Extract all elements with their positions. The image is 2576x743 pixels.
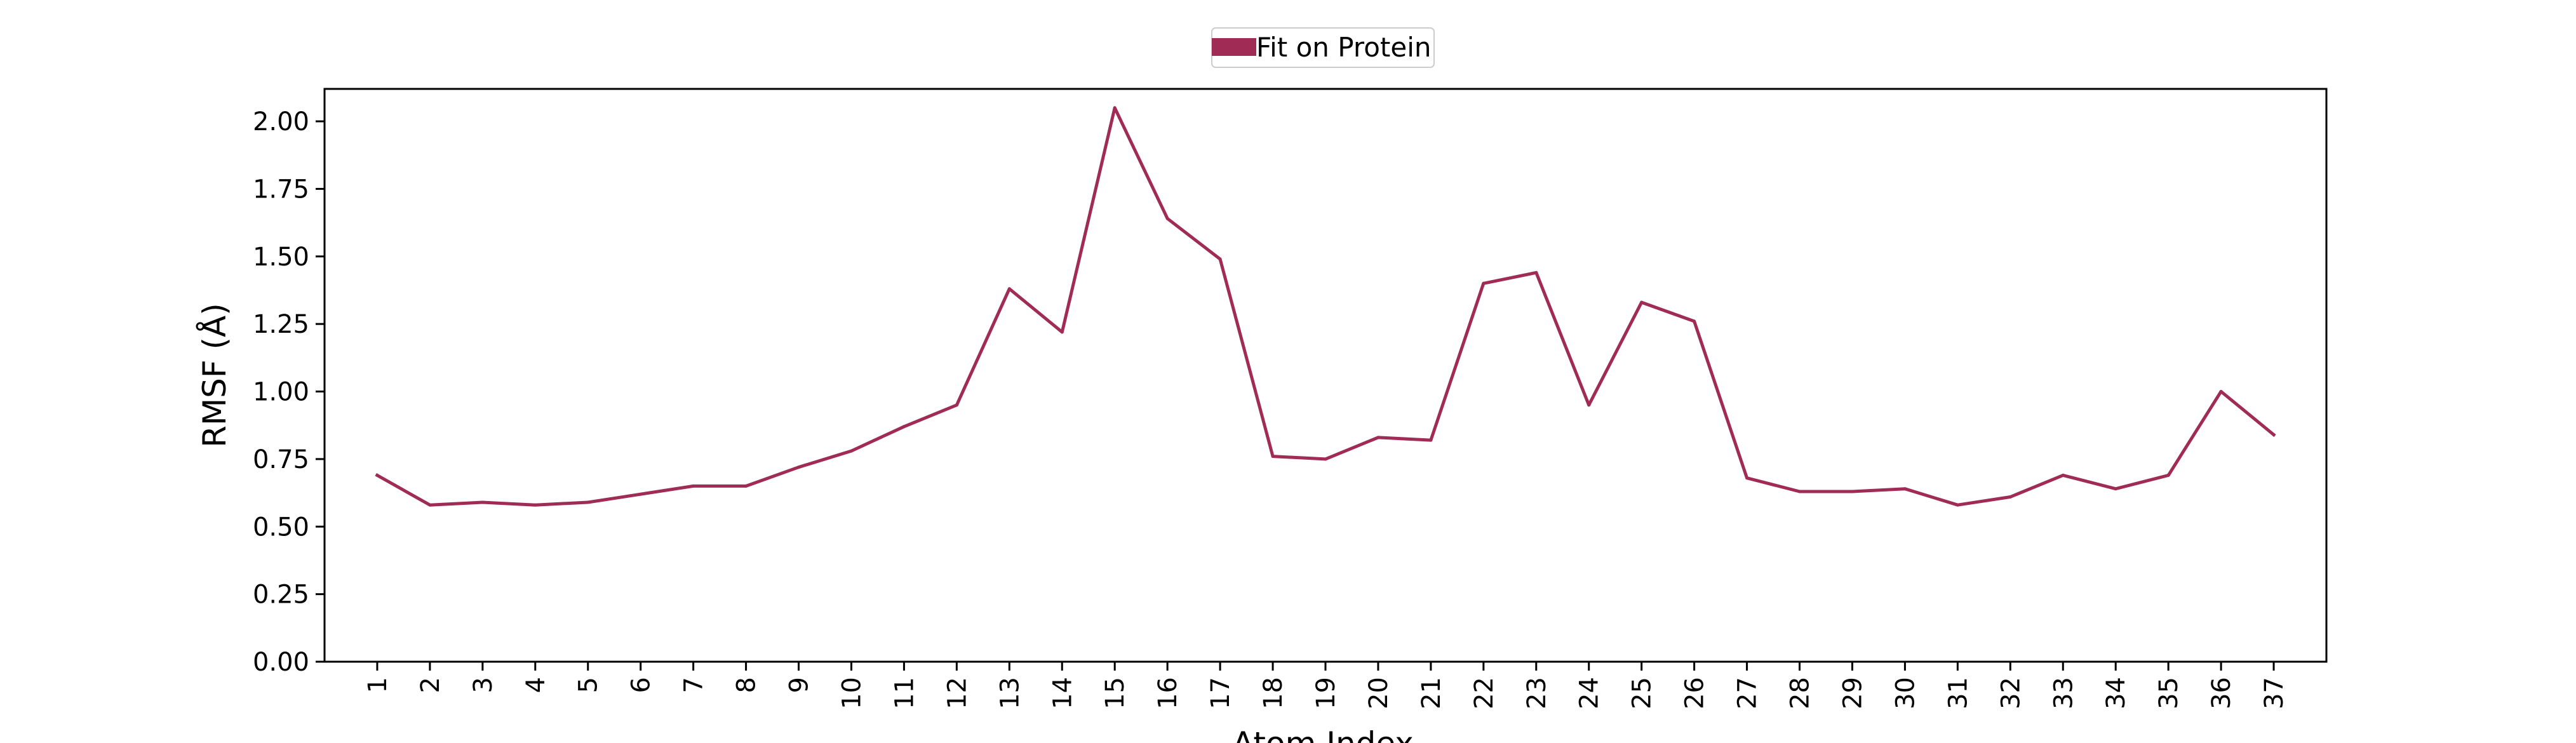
data-point xyxy=(1482,281,1486,285)
x-tick-label: 19 xyxy=(1311,677,1341,709)
y-tick-label: 1.50 xyxy=(253,243,309,272)
legend-label-fit-on-protein: Fit on Protein xyxy=(1256,32,1431,63)
legend: Fit on Protein xyxy=(1211,27,1435,68)
data-point xyxy=(1113,106,1117,110)
y-tick-label: 2.00 xyxy=(253,107,309,137)
data-point xyxy=(1060,330,1064,334)
x-tick-label: 10 xyxy=(838,677,867,709)
axes: 0.000.250.500.751.001.251.501.752.001 2 3 4… xyxy=(253,88,2328,709)
data-point xyxy=(744,484,748,488)
y-axis-label: RMSF (Å) xyxy=(196,303,233,448)
data-point xyxy=(2008,495,2012,499)
x-tick-label: 29 xyxy=(1839,677,1868,709)
y-tick-label: 0.25 xyxy=(253,580,309,610)
data-point xyxy=(639,492,643,496)
data-point xyxy=(428,503,432,507)
data-point xyxy=(586,500,590,504)
x-tick-label: 13 xyxy=(995,677,1024,709)
data-point xyxy=(375,473,379,477)
x-axis-label: Atom Index xyxy=(1232,725,1414,743)
x-tick-label: 25 xyxy=(1628,677,1657,709)
x-tick-label: 28 xyxy=(1786,677,1815,709)
data-point xyxy=(955,403,958,407)
data-point xyxy=(2219,390,2223,393)
data-point xyxy=(2114,487,2117,491)
x-tick-label: 2 xyxy=(416,677,445,693)
data-point xyxy=(481,500,485,504)
data-point xyxy=(1376,436,1380,439)
legend-swatch-fit-on-protein xyxy=(1212,38,1256,56)
x-tick-label: 34 xyxy=(2102,677,2131,709)
x-tick-label: 37 xyxy=(2260,677,2289,709)
x-tick-label: 6 xyxy=(627,677,656,693)
data-point xyxy=(1165,217,1169,220)
data-point xyxy=(1955,503,1959,507)
x-tick-label: 36 xyxy=(2207,677,2236,709)
x-tick-label: 9 xyxy=(785,677,814,693)
data-point xyxy=(1745,476,1749,480)
data-point xyxy=(1534,271,1538,274)
x-tick-label: 8 xyxy=(732,677,761,693)
data-point xyxy=(1218,257,1222,261)
x-tick-label: 14 xyxy=(1048,677,1077,709)
x-tick-label: 11 xyxy=(890,677,919,709)
x-tick-label: 35 xyxy=(2154,677,2184,709)
y-tick-label: 1.00 xyxy=(253,378,309,407)
x-tick-label: 32 xyxy=(1996,677,2025,709)
x-tick-label: 4 xyxy=(521,677,551,693)
data-point xyxy=(902,425,906,429)
x-tick-label: 3 xyxy=(469,677,498,693)
x-tick-label: 17 xyxy=(1206,677,1235,709)
data-point xyxy=(1429,438,1433,442)
data-point xyxy=(1587,403,1591,407)
y-tick-label: 0.50 xyxy=(253,512,309,542)
data-point xyxy=(1798,490,1801,493)
x-tick-label: 1 xyxy=(363,677,392,693)
data-point xyxy=(797,465,800,469)
x-tick-label: 27 xyxy=(1733,677,1762,709)
y-tick-label: 0.00 xyxy=(253,648,309,677)
x-tick-label: 31 xyxy=(1943,677,1973,709)
x-tick-label: 30 xyxy=(1891,677,1920,709)
x-tick-label: 33 xyxy=(2049,677,2078,709)
x-tick-label: 15 xyxy=(1101,677,1130,709)
data-point xyxy=(850,449,853,453)
data-point xyxy=(692,484,695,488)
x-tick-label: 16 xyxy=(1153,677,1183,709)
x-tick-label: 26 xyxy=(1680,677,1710,709)
data-point xyxy=(1640,300,1644,304)
y-tick-label: 0.75 xyxy=(253,445,309,474)
x-tick-label: 12 xyxy=(943,677,972,709)
x-tick-label: 22 xyxy=(1470,677,1499,709)
data-point xyxy=(2061,473,2065,477)
x-tick-label: 23 xyxy=(1522,677,1552,709)
data-point xyxy=(1851,490,1854,493)
data-point xyxy=(2166,473,2170,477)
y-tick-label: 1.25 xyxy=(253,310,309,339)
x-tick-label: 7 xyxy=(680,677,709,693)
data-point xyxy=(1271,455,1275,459)
data-point xyxy=(533,503,537,507)
data-point xyxy=(1007,287,1011,291)
data-point xyxy=(2272,433,2276,437)
data-point xyxy=(1324,457,1327,461)
x-tick-label: 24 xyxy=(1575,677,1604,709)
x-tick-label: 20 xyxy=(1364,677,1393,709)
x-tick-label: 18 xyxy=(1259,677,1288,709)
plot-area xyxy=(375,106,2276,507)
x-tick-label: 21 xyxy=(1417,677,1446,709)
data-point xyxy=(1693,319,1696,323)
y-tick-label: 1.75 xyxy=(253,175,309,204)
x-tick-label: 5 xyxy=(574,677,603,693)
data-point xyxy=(1903,487,1907,491)
